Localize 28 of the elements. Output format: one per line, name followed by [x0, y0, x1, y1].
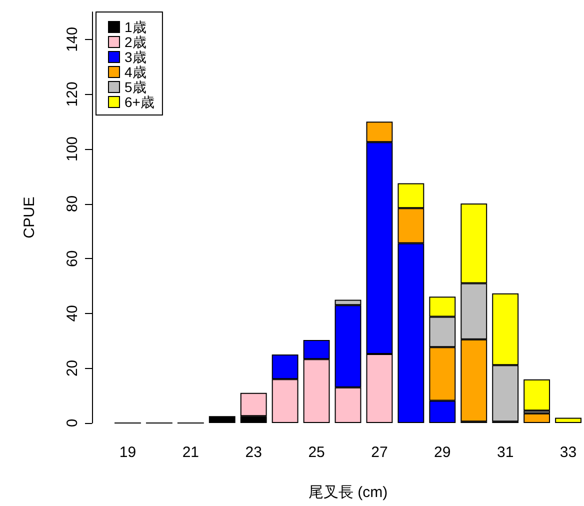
- legend-label: 4歳: [124, 64, 146, 80]
- x-tick-label: 25: [308, 444, 325, 461]
- x-tick-label: 21: [182, 444, 200, 461]
- x-tick-label: 27: [371, 444, 388, 461]
- legend-label: 6+歳: [124, 94, 154, 110]
- x-tick-label: 31: [496, 444, 514, 461]
- legend-label: 1歳: [124, 19, 146, 35]
- x-axis-title: 尾叉長 (cm): [308, 484, 388, 501]
- y-tick-label: 100: [64, 136, 81, 162]
- bar: [524, 379, 550, 411]
- y-tick-label: 0: [64, 418, 81, 428]
- y-tick-label: 120: [64, 82, 81, 107]
- y-axis-title: CPUE: [21, 196, 38, 238]
- bar: [524, 413, 550, 423]
- x-tick-label: 19: [119, 444, 136, 461]
- y-tick-label: 60: [64, 250, 81, 267]
- bar: [555, 418, 582, 423]
- legend-label: 2歳: [124, 34, 146, 50]
- y-tick-label: 80: [64, 195, 81, 212]
- legend-label: 3歳: [124, 49, 146, 65]
- y-tick-label: 20: [64, 360, 81, 377]
- legend-label: 5歳: [124, 79, 146, 95]
- x-tick-label: 29: [434, 444, 451, 461]
- bar: [208, 416, 236, 423]
- x-tick-label: 23: [245, 444, 262, 461]
- y-tick-label: 140: [64, 26, 81, 52]
- x-tick-label: 33: [560, 444, 577, 461]
- y-tick-label: 40: [64, 305, 81, 322]
